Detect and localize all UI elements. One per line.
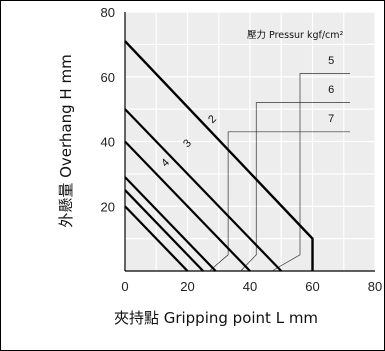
leader-line <box>271 73 350 272</box>
x-tick-label: 20 <box>180 279 194 294</box>
curve-label-6: 6 <box>328 84 334 96</box>
y-axis-title: 外懸量 Overhang H mm <box>57 54 75 227</box>
series-line-2 <box>124 40 314 271</box>
legend-title: 壓力 Pressur kgf/cm² <box>247 29 344 41</box>
curve-label-7: 7 <box>328 113 334 125</box>
x-axis-title: 夾持點 Gripping point L mm <box>114 309 318 327</box>
y-tick-label: 40 <box>101 135 115 150</box>
y-tick-label: 20 <box>101 199 115 214</box>
x-tick-label: 40 <box>243 279 257 294</box>
series-line-3 <box>124 108 283 272</box>
curve-label-5: 5 <box>328 55 334 67</box>
y-tick-label: 60 <box>101 70 115 85</box>
tick-labels: 0 20 40 60 80 20 40 60 80 <box>101 5 383 294</box>
series-line-7 <box>124 205 189 272</box>
x-tick-label: 80 <box>368 279 382 294</box>
y-tick-label: 80 <box>101 5 115 20</box>
series-lines <box>124 40 314 272</box>
x-tick-label: 0 <box>121 279 128 294</box>
leader-line <box>209 131 350 272</box>
x-tick-label: 60 <box>305 279 319 294</box>
series-line-5 <box>124 176 217 272</box>
series-line-4 <box>124 140 251 272</box>
grid-lines <box>124 11 376 272</box>
series-line-6 <box>124 189 204 272</box>
